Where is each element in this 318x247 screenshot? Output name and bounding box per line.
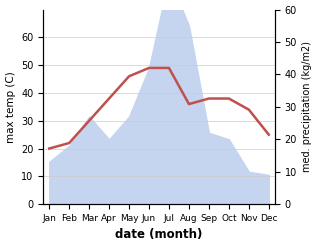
Y-axis label: med. precipitation (kg/m2): med. precipitation (kg/m2) <box>302 41 313 172</box>
X-axis label: date (month): date (month) <box>115 228 203 242</box>
Y-axis label: max temp (C): max temp (C) <box>5 71 16 143</box>
